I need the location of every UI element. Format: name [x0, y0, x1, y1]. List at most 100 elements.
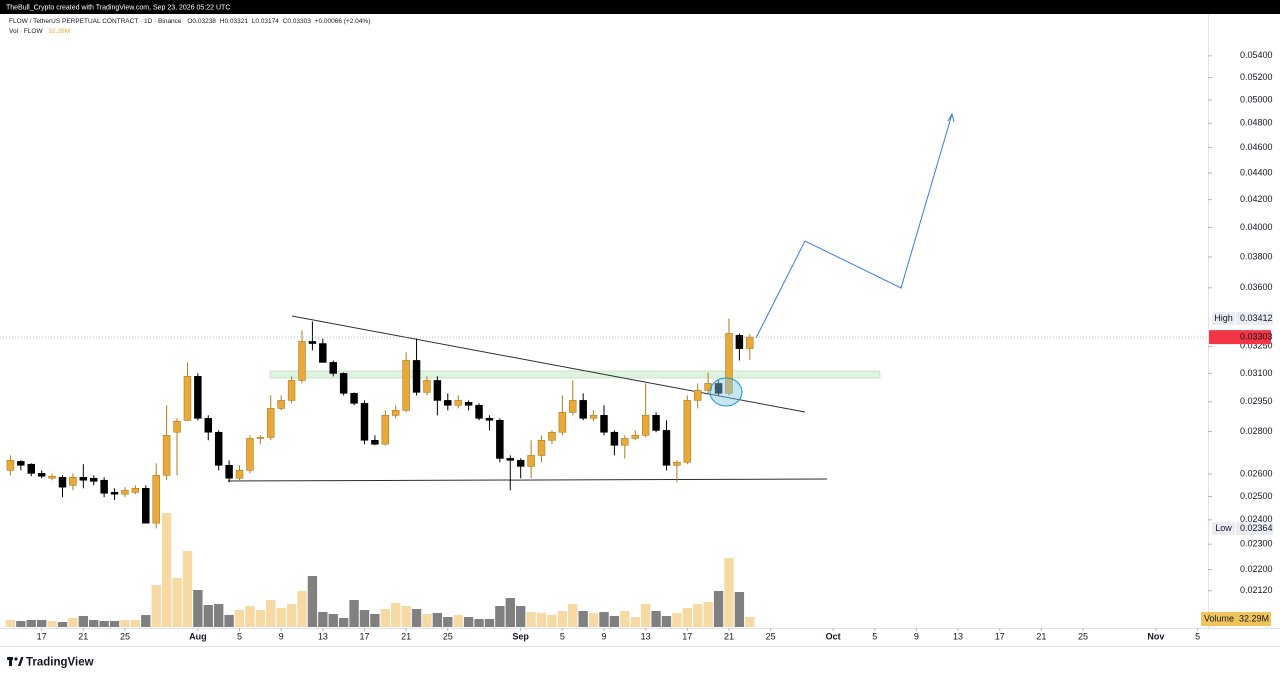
- x-tick-label: Oct: [826, 631, 841, 641]
- candle-body: [319, 343, 327, 363]
- volume-bar: [713, 591, 724, 627]
- candle-body: [79, 477, 88, 481]
- y-tick-label: 0.02400: [1240, 514, 1273, 524]
- y-tick-label: 0.04400: [1240, 167, 1273, 177]
- candle-body: [246, 438, 254, 471]
- candle-body: [600, 415, 608, 433]
- ohlc-key: O: [187, 18, 192, 25]
- candle-body: [194, 376, 202, 419]
- volume-bar: [536, 612, 547, 627]
- x-tick-label: 9: [279, 631, 284, 641]
- candle-body: [162, 435, 171, 476]
- x-tick-label: 21: [401, 631, 411, 641]
- candle-body: [548, 431, 556, 441]
- volume-bar: [26, 619, 36, 627]
- volume-bar: [651, 610, 661, 627]
- candle-body: [621, 438, 629, 446]
- candle-body: [464, 402, 473, 406]
- volume-bar: [214, 603, 224, 627]
- volume-bar: [620, 610, 630, 627]
- support-line: [227, 478, 828, 482]
- y-tick-label: 0.03800: [1240, 251, 1273, 261]
- marker-name-box: [1212, 312, 1235, 326]
- x-tick-label: 25: [443, 631, 453, 641]
- candle-body: [17, 461, 25, 466]
- symbol-title: FLOW / TetherUS PERPETUAL CONTRACT · 1D …: [9, 18, 182, 25]
- marker-value-box: [1236, 521, 1273, 535]
- y-tick-label: 0.02600: [1240, 468, 1273, 478]
- candle-body: [329, 362, 337, 374]
- y-tick-label: 0.02950: [1240, 396, 1273, 406]
- change-label: +0.00066 (+2.04%): [315, 18, 371, 25]
- volume-bar: [109, 620, 120, 627]
- y-tick-label: 0.05000: [1240, 94, 1273, 104]
- volume-bar: [286, 603, 297, 627]
- volume-bar: [599, 612, 609, 627]
- y-tick-label: 0.03250: [1240, 341, 1273, 351]
- volume-bar: [68, 617, 78, 627]
- candle-body: [673, 461, 681, 466]
- volume-bar: [203, 605, 213, 627]
- volume-bar: [57, 622, 68, 627]
- y-tick-label: 0.02800: [1240, 426, 1273, 436]
- volume-bar: [682, 607, 692, 627]
- candle-body: [412, 360, 421, 393]
- volume-bar: [307, 575, 318, 627]
- volume-bar: [568, 603, 578, 627]
- volume-bar: [495, 605, 505, 627]
- volume-bar: [47, 620, 57, 627]
- marker-name: High: [1214, 313, 1233, 323]
- volume-legend: Vol · FLOW 32.29M: [9, 28, 70, 35]
- logo-shape: [18, 657, 24, 666]
- ohlc-key: H: [220, 18, 225, 25]
- y-tick-label: 0.04800: [1240, 118, 1273, 128]
- candle-body: [371, 439, 379, 445]
- x-tick-label: 13: [953, 631, 963, 641]
- candle-layer: [6, 318, 754, 529]
- volume-bar: [516, 605, 526, 627]
- candle-body: [350, 393, 358, 404]
- candle-body: [714, 383, 723, 394]
- volume-bar: [297, 591, 307, 627]
- y-tick-label: 0.04000: [1240, 222, 1273, 232]
- volume-bar: [5, 619, 16, 627]
- candle-body: [662, 430, 671, 466]
- candle-body: [423, 380, 431, 393]
- projection-arrowhead: [947, 112, 955, 123]
- volume-bar: [89, 619, 99, 627]
- volume-bar: [693, 603, 703, 627]
- x-tick-label: 9: [914, 631, 919, 641]
- x-tick-label: 17: [359, 631, 369, 641]
- candle-body: [506, 458, 515, 461]
- ohlc-value: 0.03174: [255, 18, 279, 25]
- candle-body: [121, 490, 129, 495]
- volume-bar: [661, 616, 672, 627]
- candle-body: [475, 404, 483, 419]
- y-tick-label: 0.02200: [1240, 564, 1273, 574]
- volume-bar: [161, 512, 172, 627]
- candle-body: [100, 479, 108, 494]
- marker-name: Low: [1215, 523, 1232, 533]
- x-tick-label: 13: [318, 631, 328, 641]
- marker-name-box: [1212, 521, 1235, 535]
- volume-bar: [609, 616, 620, 627]
- marker-value-box: [1236, 312, 1273, 326]
- ohlc-key: C: [283, 18, 288, 25]
- candle-body: [610, 431, 619, 446]
- volume-bar: [349, 599, 359, 627]
- volume-value: 32.29M: [48, 28, 70, 35]
- volume-bar: [266, 599, 276, 627]
- volume-title: Vol · FLOW: [9, 28, 43, 35]
- x-tick-label: Nov: [1147, 631, 1164, 641]
- volume-name: Volume: [1204, 613, 1234, 623]
- candle-body: [485, 417, 494, 421]
- volume-bar: [380, 609, 390, 627]
- y-tick-label: 0.05200: [1240, 72, 1273, 82]
- support-zone: [269, 370, 881, 379]
- volume-bar: [255, 609, 266, 627]
- y-tick-label: 0.02120: [1240, 585, 1273, 595]
- candle-body: [381, 415, 390, 445]
- candle-body: [225, 464, 233, 479]
- candle-body: [235, 469, 244, 479]
